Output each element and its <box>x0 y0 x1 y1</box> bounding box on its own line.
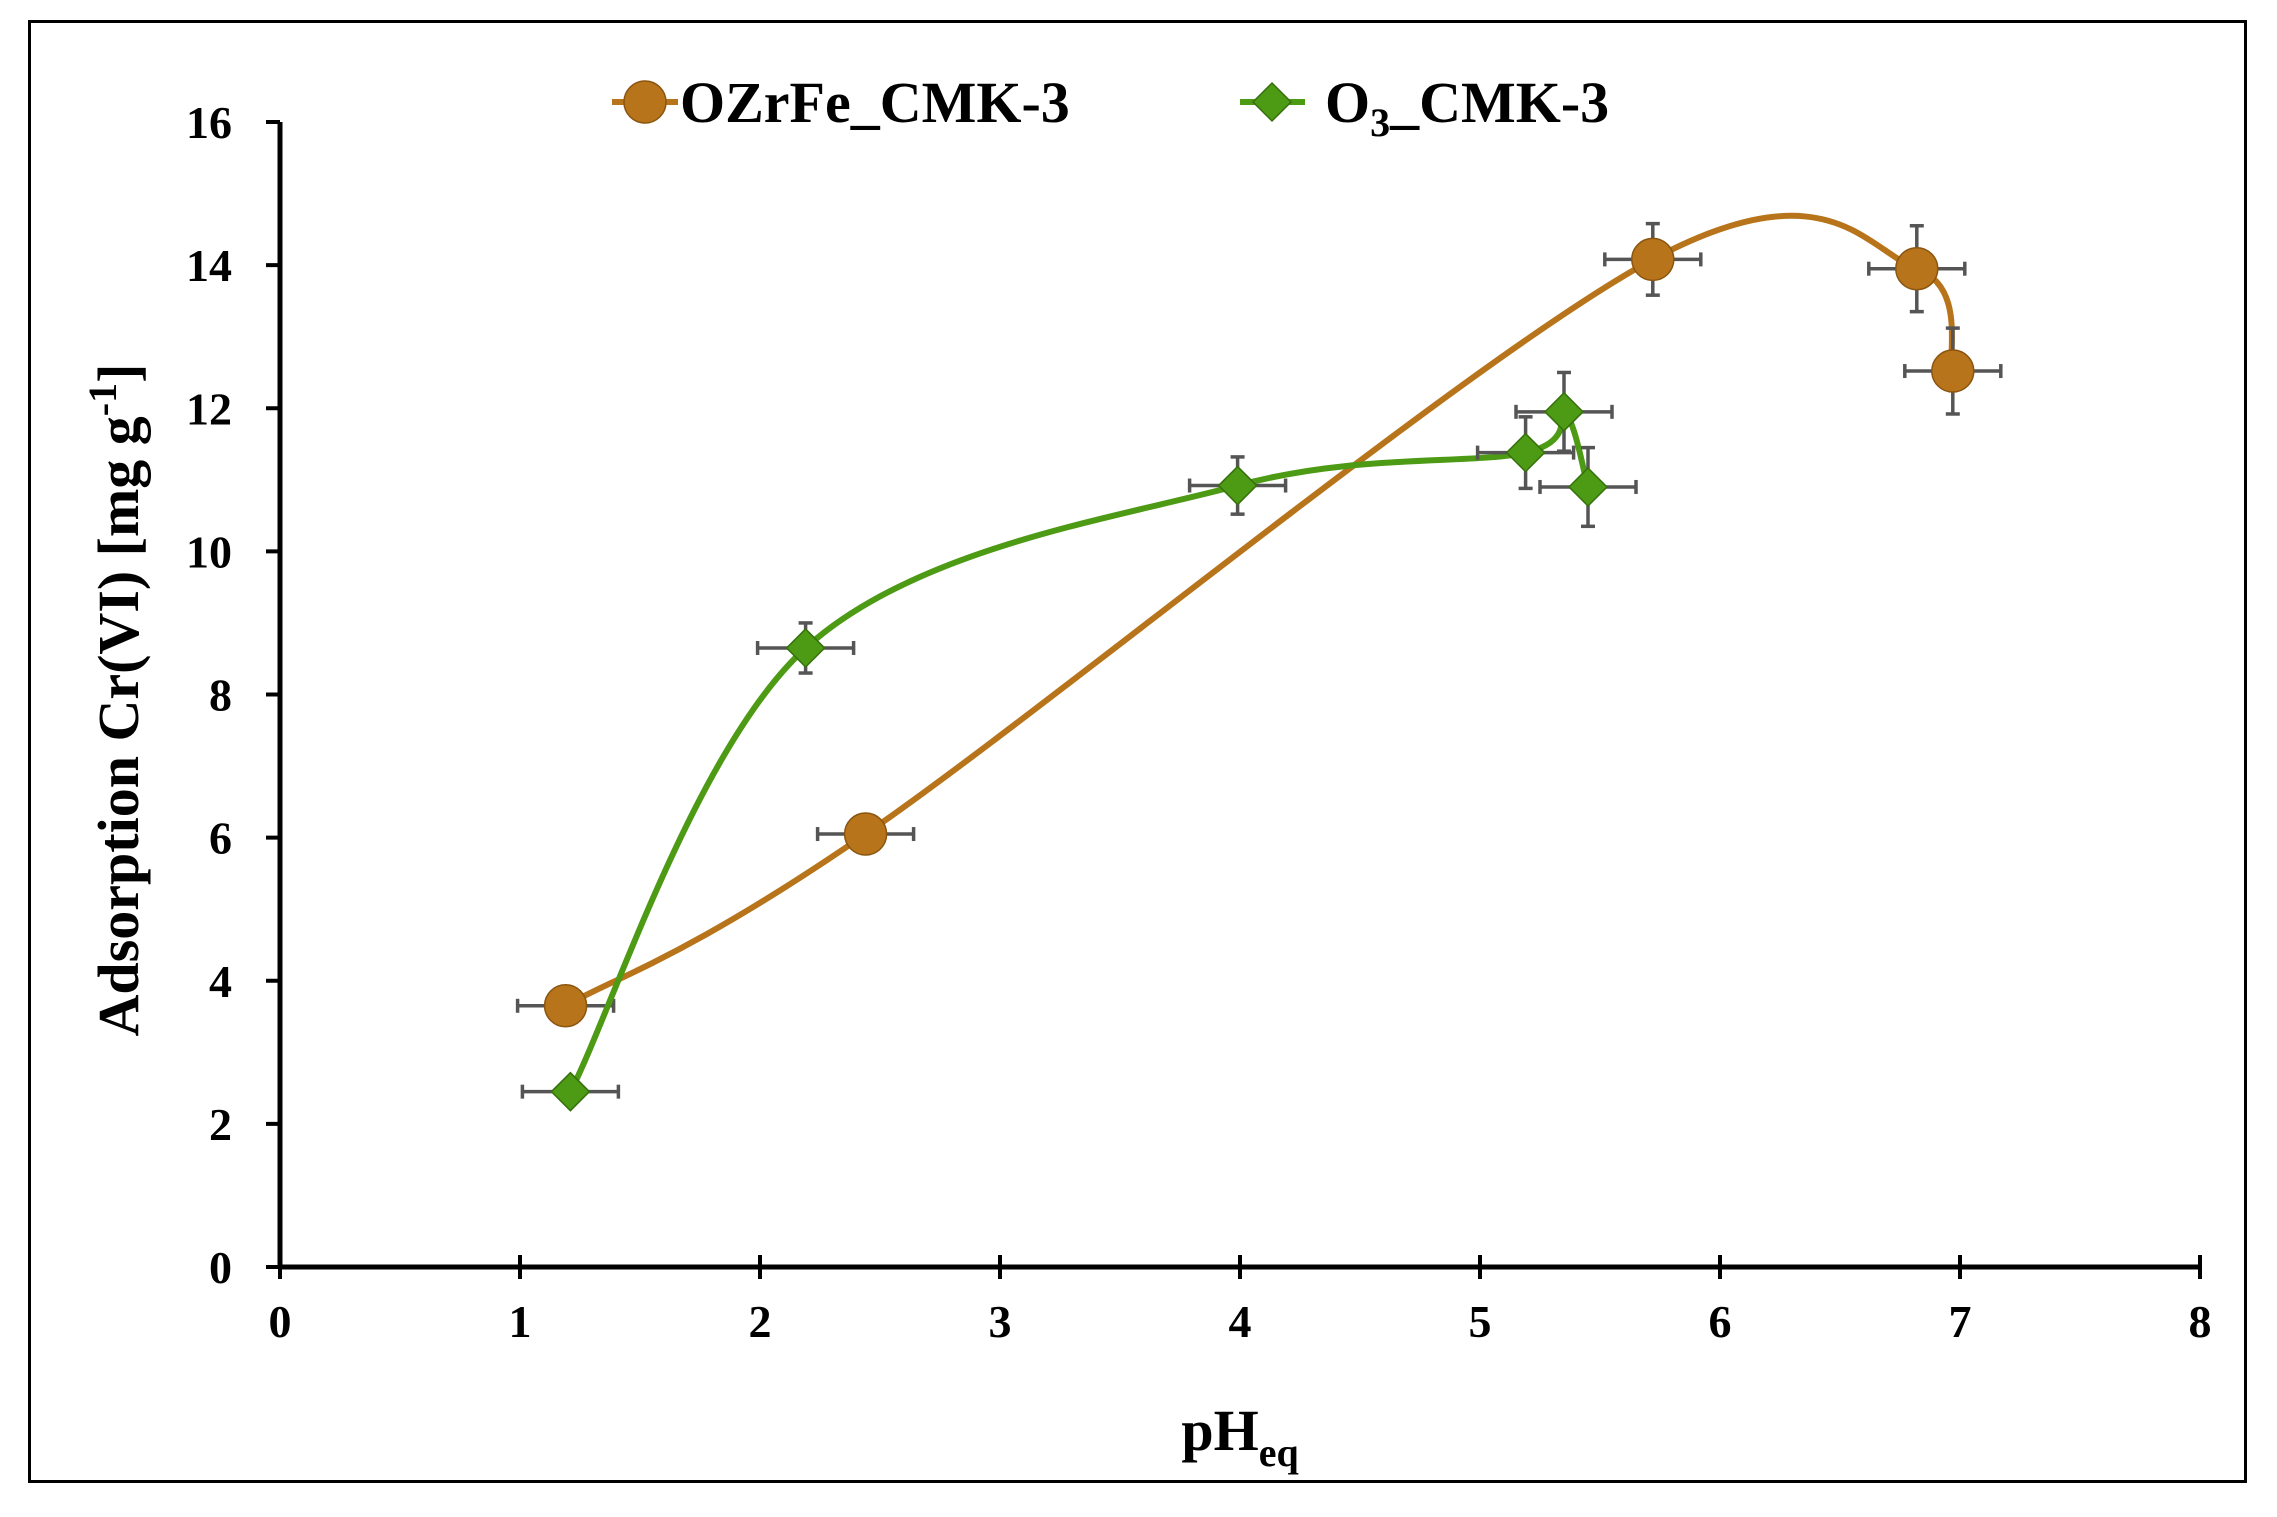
data-point <box>785 627 826 669</box>
y-tick-label: 8 <box>209 670 232 721</box>
chart-frame <box>28 20 2247 1483</box>
data-point <box>1567 466 1609 508</box>
x-tick-label: 0 <box>269 1296 292 1347</box>
y-tick-label: 16 <box>186 97 232 148</box>
legend-swatch-marker <box>623 80 667 124</box>
x-axis-title: pHeq <box>1181 1398 1298 1475</box>
y-tick-label: 6 <box>209 813 232 864</box>
y-tick-label: 12 <box>186 383 232 434</box>
x-tick-label: 3 <box>989 1296 1012 1347</box>
x-tick-label: 5 <box>1469 1296 1492 1347</box>
legend-label-2: O3_CMK-3 <box>1325 70 1609 145</box>
axis-titles: pHeq Adsorption Cr(VI) [mg g-1] <box>80 364 1299 1475</box>
series-2 <box>520 370 1638 1112</box>
legend-label-1: OZrFe_CMK-3 <box>680 70 1070 135</box>
y-tick-label: 2 <box>209 1099 232 1150</box>
data-point <box>543 984 588 1028</box>
x-tick-label: 1 <box>509 1296 532 1347</box>
y-tick-label: 4 <box>209 956 232 1007</box>
data-point <box>1543 391 1585 432</box>
x-tick-label: 2 <box>749 1296 772 1347</box>
series-layer <box>515 212 2003 1112</box>
y-tick-label: 14 <box>186 240 232 291</box>
x-tick-label: 4 <box>1229 1296 1252 1347</box>
series-line <box>564 212 1956 1009</box>
data-point <box>1505 432 1546 473</box>
legend: OZrFe_CMK-3 O3_CMK-3 <box>612 70 1609 145</box>
series-line <box>567 408 1591 1094</box>
data-point <box>550 1071 591 1112</box>
y-axis-title: Adsorption Cr(VI) [mg g-1] <box>80 364 151 1037</box>
y-tick-label: 0 <box>209 1242 232 1293</box>
legend-entry-1: OZrFe_CMK-3 <box>612 70 1070 135</box>
legend-swatch-marker <box>1251 81 1293 123</box>
series-1 <box>515 212 2003 1028</box>
legend-entry-2: O3_CMK-3 <box>1240 70 1609 145</box>
y-tick-label: 10 <box>186 526 232 577</box>
x-tick-label: 8 <box>2189 1296 2212 1347</box>
data-point <box>843 812 888 856</box>
x-tick-label: 6 <box>1709 1296 1732 1347</box>
data-point <box>1631 237 1675 282</box>
data-point <box>1217 465 1258 506</box>
x-tick-label: 7 <box>1949 1296 1972 1347</box>
data-point <box>1931 349 1975 393</box>
data-point <box>1895 246 1939 291</box>
